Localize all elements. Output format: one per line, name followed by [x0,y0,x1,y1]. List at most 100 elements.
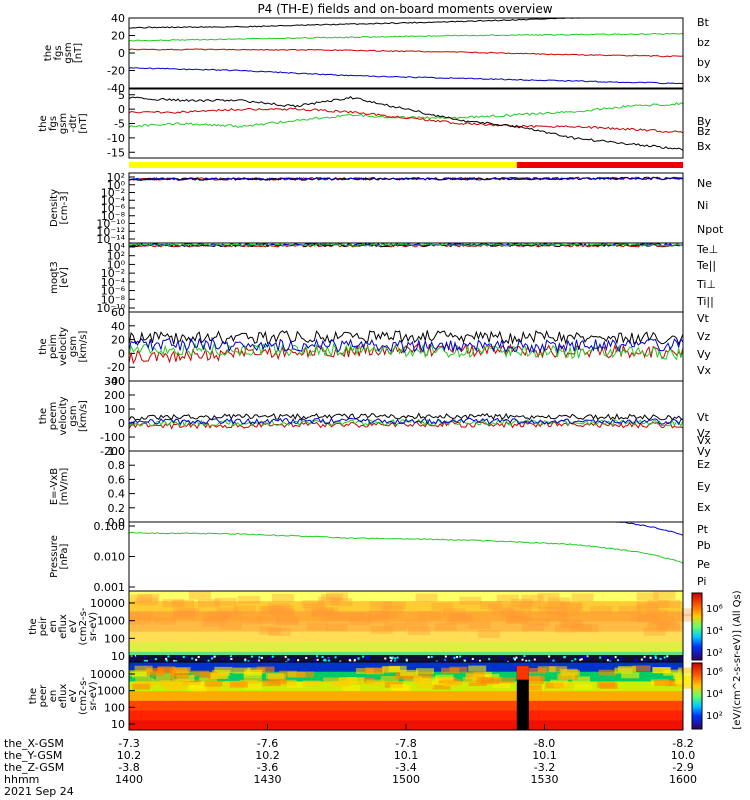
xaxis-value: -7.8 [395,737,416,750]
ytick-label: 200 [104,389,125,402]
spectrogram-patch [318,596,341,605]
spectrogram-speck [186,656,189,659]
ytick-label: -20 [107,361,125,374]
spectrogram-patch [380,675,399,682]
panel-frame [128,88,684,159]
spectrogram-patch [570,623,593,632]
spectrogram-speck [563,656,566,659]
spectrogram-patch [637,614,660,623]
ytick-label: 10⁻² [101,267,125,280]
panel-peer-spectrogram: the peer en eflux eV (cm2-s-sr-eV)10000 1000 10… [28,661,700,731]
spectrogram-patch [643,627,666,636]
spectrogram-patch [188,591,211,600]
spectrogram-patch [559,619,582,628]
spectrogram-speck [247,660,250,663]
panel-frame [128,521,684,592]
spectrogram-patch [390,684,409,691]
series-line-Vx [128,417,684,426]
ylabel-line: peim [48,334,59,359]
spectrogram-speck [395,659,398,662]
colorbar-top [691,592,703,661]
spectrogram-patch [265,672,284,679]
colorbar-tick-top: 10² [706,648,723,659]
spectrogram-patch [451,614,474,623]
colorbar-bottom [691,662,703,730]
spectrogram-patch [330,598,353,607]
spectrogram-speck [643,655,646,658]
spectrogram-speck [649,656,652,659]
spectrogram-band [129,631,683,643]
spectrogram-speck [513,657,516,660]
ytick-label: -20 [107,65,125,78]
ytick-label: 10⁻⁴ [101,194,126,207]
ylabel-line: (cm2-s- [78,607,89,645]
xaxis-value: 10.0 [671,749,696,762]
spectrogram-patch [446,616,469,625]
spectrogram-patch [259,606,282,615]
spectrogram-speck [660,660,663,663]
ylabel-line: en [48,620,59,633]
spectrogram-patch [449,613,472,622]
spectrogram-patch [636,592,659,601]
spectrogram-speck [143,656,146,659]
spectrogram-speck [666,655,669,658]
ytick-label: 40 [111,12,125,25]
spectrogram-patch [311,608,334,617]
spectrogram-speck [316,655,319,658]
spectrogram-patch [509,604,532,613]
spectrogram-speck [405,659,408,662]
legend-label-Te||: Te|| [696,259,716,272]
spectrogram-speck [321,656,324,659]
spectrogram-patch [163,684,182,691]
ytick-label: -5 [114,118,125,131]
spectrogram-speck [503,658,506,661]
ylabel-line: en [48,690,59,703]
spectrogram-patch [630,613,653,622]
spectrogram-patch [210,672,229,679]
spectrogram-patch [326,611,349,620]
spectrogram-patch [369,601,392,610]
ylabel-line: velocity [58,396,69,435]
legend-label-Ey: Ey [697,480,711,493]
spectrogram-speck [291,660,294,663]
spectrogram-speck [585,656,588,659]
spectrogram-speck [456,655,459,658]
spectrogram-patch [206,615,229,624]
ytick-label: 10² [107,171,125,184]
spectrogram-patch [509,613,532,622]
spectrogram-patch [415,593,438,602]
legend-label-Ti||: Ti|| [696,295,714,308]
series-line-Bx [128,96,684,151]
spectrogram-speck [230,657,233,660]
spectrogram-speck [571,660,574,663]
data-gap-block [516,666,529,730]
colorbar-tick-top: 10⁶ [706,604,723,615]
spectrogram-speck [603,655,606,658]
spectrogram-speck [144,659,147,662]
x-axis-labels: the_X-GSM -7.3 -7.6 -7.8 -8.0 -8.2 the_Y-GSM 10… [4,724,697,798]
spectrogram-speck [292,658,295,661]
series-line-Vz [128,420,684,430]
spectrogram-speck [251,655,254,658]
spectrogram-patch [323,677,342,684]
spectrogram-speck [634,659,637,662]
spectrogram-patch [370,625,393,634]
legend-label-Vy: Vy [697,445,711,458]
ytick-label: 100 [104,632,125,645]
ylabel-line: [km/s] [78,330,89,362]
spectrogram-patch [129,616,152,625]
series-line-Pe [128,531,684,564]
spectrogram-patch [548,597,571,606]
ytick-label: 0.6 [108,473,126,486]
legend-label-Bx: Bx [697,140,712,153]
spectrogram-speck [640,658,643,661]
ylabel-line: the [28,688,39,704]
spectrogram-speck [464,660,467,663]
spectrogram-patch [590,606,613,615]
spectrogram-patch [501,610,524,619]
spectrogram-patch [526,675,545,682]
spectrogram-patch [349,612,372,621]
spectrogram-patch [465,673,484,680]
spectrogram-speck [367,656,370,659]
